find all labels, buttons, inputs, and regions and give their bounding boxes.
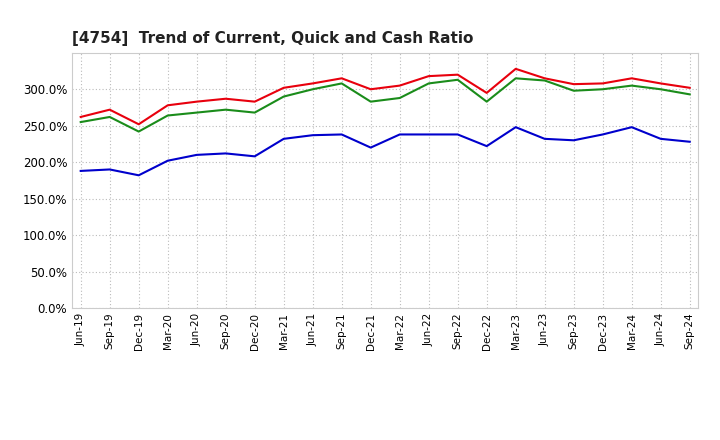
- Current Ratio: [685, 85, 694, 91]
- Current Ratio: [308, 81, 317, 86]
- Cash Ratio: [221, 151, 230, 156]
- Cash Ratio: [135, 172, 143, 178]
- Quick Ratio: [279, 94, 288, 99]
- Quick Ratio: [251, 110, 259, 115]
- Line: Quick Ratio: Quick Ratio: [81, 78, 690, 132]
- Cash Ratio: [163, 158, 172, 163]
- Current Ratio: [598, 81, 607, 86]
- Text: [4754]  Trend of Current, Quick and Cash Ratio: [4754] Trend of Current, Quick and Cash …: [72, 31, 473, 46]
- Cash Ratio: [541, 136, 549, 142]
- Current Ratio: [135, 121, 143, 127]
- Current Ratio: [570, 81, 578, 87]
- Current Ratio: [627, 76, 636, 81]
- Current Ratio: [279, 85, 288, 91]
- Quick Ratio: [511, 76, 520, 81]
- Quick Ratio: [657, 87, 665, 92]
- Current Ratio: [511, 66, 520, 71]
- Quick Ratio: [338, 81, 346, 86]
- Current Ratio: [163, 103, 172, 108]
- Current Ratio: [657, 81, 665, 86]
- Quick Ratio: [627, 83, 636, 88]
- Cash Ratio: [308, 132, 317, 138]
- Quick Ratio: [598, 87, 607, 92]
- Quick Ratio: [308, 87, 317, 92]
- Quick Ratio: [105, 114, 114, 120]
- Cash Ratio: [424, 132, 433, 137]
- Quick Ratio: [541, 78, 549, 83]
- Current Ratio: [221, 96, 230, 101]
- Quick Ratio: [366, 99, 375, 104]
- Cash Ratio: [76, 168, 85, 173]
- Cash Ratio: [338, 132, 346, 137]
- Line: Current Ratio: Current Ratio: [81, 69, 690, 124]
- Cash Ratio: [395, 132, 404, 137]
- Quick Ratio: [454, 77, 462, 82]
- Current Ratio: [541, 76, 549, 81]
- Current Ratio: [454, 72, 462, 77]
- Cash Ratio: [454, 132, 462, 137]
- Quick Ratio: [192, 110, 201, 115]
- Cash Ratio: [598, 132, 607, 137]
- Cash Ratio: [251, 154, 259, 159]
- Cash Ratio: [366, 145, 375, 150]
- Quick Ratio: [163, 113, 172, 118]
- Quick Ratio: [685, 92, 694, 97]
- Cash Ratio: [627, 125, 636, 130]
- Cash Ratio: [570, 138, 578, 143]
- Quick Ratio: [395, 95, 404, 101]
- Cash Ratio: [192, 152, 201, 158]
- Cash Ratio: [511, 125, 520, 130]
- Current Ratio: [76, 114, 85, 120]
- Quick Ratio: [424, 81, 433, 86]
- Cash Ratio: [482, 143, 491, 149]
- Current Ratio: [395, 83, 404, 88]
- Current Ratio: [482, 90, 491, 95]
- Current Ratio: [105, 107, 114, 112]
- Current Ratio: [251, 99, 259, 104]
- Quick Ratio: [135, 129, 143, 134]
- Cash Ratio: [657, 136, 665, 142]
- Quick Ratio: [221, 107, 230, 112]
- Cash Ratio: [105, 167, 114, 172]
- Current Ratio: [424, 73, 433, 79]
- Cash Ratio: [685, 139, 694, 144]
- Cash Ratio: [279, 136, 288, 142]
- Current Ratio: [366, 87, 375, 92]
- Quick Ratio: [482, 99, 491, 104]
- Quick Ratio: [76, 119, 85, 125]
- Current Ratio: [192, 99, 201, 104]
- Quick Ratio: [570, 88, 578, 93]
- Line: Cash Ratio: Cash Ratio: [81, 127, 690, 175]
- Current Ratio: [338, 76, 346, 81]
